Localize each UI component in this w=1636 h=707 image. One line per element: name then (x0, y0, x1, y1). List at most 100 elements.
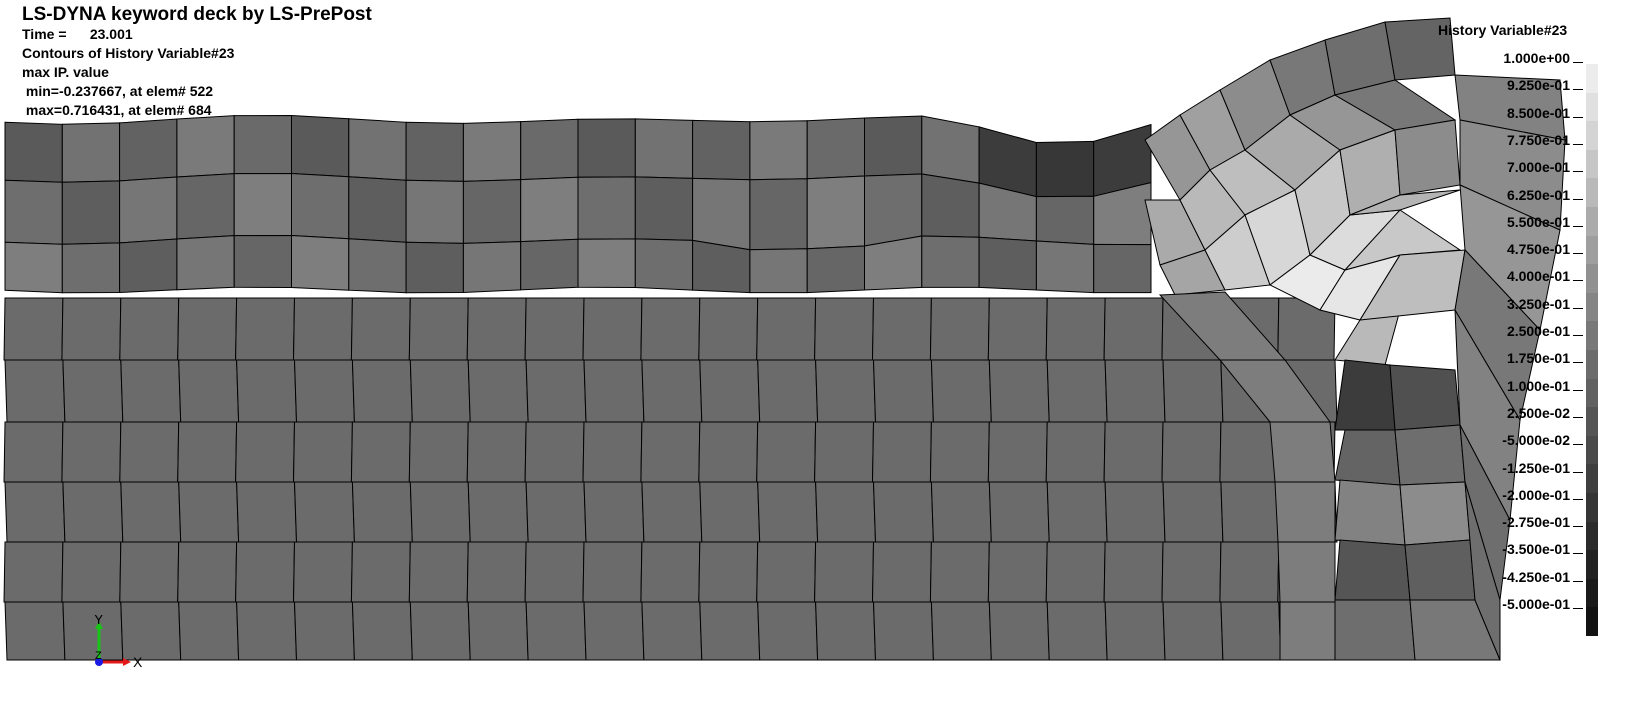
mesh-element (4, 121, 63, 183)
mesh-element (176, 115, 235, 178)
mesh-element (640, 297, 701, 361)
mesh-element (582, 541, 643, 603)
mesh-element (4, 481, 66, 543)
mesh-element (757, 601, 819, 661)
mesh-element (524, 297, 585, 361)
mesh-element (293, 481, 355, 543)
mesh-element (351, 481, 413, 543)
mesh-element (348, 176, 407, 243)
legend-color-band (1586, 350, 1598, 380)
mesh-element (119, 238, 178, 294)
legend-tick-label: 8.500e-01 (1443, 105, 1583, 121)
mesh-element (1035, 140, 1095, 198)
mesh-element (466, 297, 527, 361)
mesh-element (4, 601, 66, 661)
mesh-element (236, 481, 298, 543)
mesh-element (408, 541, 469, 603)
mesh-element (1161, 421, 1222, 483)
mesh-element (1046, 601, 1108, 661)
mesh-element (1046, 481, 1108, 543)
mesh-element (582, 421, 643, 483)
mesh-element (814, 421, 875, 483)
mesh-element (178, 359, 240, 423)
mesh-element (291, 114, 350, 178)
mesh-element (634, 176, 694, 241)
mesh-element (292, 421, 353, 483)
mesh-element (236, 359, 298, 423)
mesh-element (120, 359, 182, 423)
mesh-element (921, 173, 980, 238)
mesh-element (409, 481, 471, 543)
max-ip-label: max IP. value (22, 64, 109, 80)
mesh-element (4, 179, 63, 245)
mesh-element (641, 481, 703, 543)
mesh-element (921, 235, 980, 288)
x-axis-arrowhead (123, 658, 131, 666)
mesh-element (1334, 599, 1416, 661)
mesh-element (929, 297, 990, 361)
legend-color-band (1586, 292, 1598, 322)
mesh-element (61, 541, 122, 603)
legend-tick-label: 1.000e+00 (1443, 50, 1583, 66)
mesh-element (698, 297, 759, 361)
axis-triad[interactable]: Y X Z (85, 615, 155, 675)
mesh-element (929, 541, 990, 603)
legend-tick-label: -2.750e-01 (1443, 514, 1583, 530)
mesh-element (405, 179, 464, 244)
y-axis-label: Y (94, 615, 104, 627)
mesh-element (641, 359, 703, 423)
mesh-element (872, 481, 934, 543)
legend-tick-label: -5.000e-02 (1443, 432, 1583, 448)
mesh-element (640, 541, 701, 603)
mesh-element (351, 359, 413, 423)
mesh-element (405, 121, 464, 182)
mesh-element (699, 359, 761, 423)
legend-tick-label: -1.250e-01 (1443, 460, 1583, 476)
mesh-element (520, 238, 579, 291)
mesh-element (350, 297, 411, 361)
mesh-element (814, 297, 875, 361)
mesh-element (1093, 243, 1152, 294)
mesh-element (3, 297, 64, 361)
mesh-element (988, 601, 1050, 661)
model-title: LS-DYNA keyword deck by LS-PrePost (22, 4, 372, 25)
mesh-element (756, 421, 817, 483)
mesh-element (1103, 297, 1164, 361)
mesh-element (1161, 541, 1222, 603)
mesh-element (1103, 541, 1164, 603)
mesh-element (930, 481, 992, 543)
mesh-element (930, 601, 992, 661)
mesh-element (176, 173, 235, 240)
legend-color-band (1586, 121, 1598, 151)
mesh-element (692, 177, 751, 251)
legend-tick-label: 4.000e-01 (1443, 268, 1583, 284)
mesh-element (929, 421, 990, 483)
mesh-element (233, 114, 292, 175)
mesh-element (1220, 601, 1282, 661)
mesh-element (525, 359, 587, 423)
legend-color-band (1586, 578, 1598, 608)
mesh-element (409, 601, 471, 661)
mesh-element (178, 601, 240, 661)
mesh-element (293, 601, 355, 661)
mesh-element (1334, 539, 1411, 601)
legend-color-band (1586, 235, 1598, 265)
mesh-element (4, 241, 63, 294)
mesh-element (872, 601, 934, 661)
mesh-element (61, 297, 122, 361)
mesh-element (582, 297, 643, 361)
mesh-element (524, 421, 585, 483)
mesh-element (815, 601, 877, 661)
mesh-element (235, 541, 296, 603)
mesh-element (466, 541, 527, 603)
mesh-element (291, 172, 350, 240)
z-axis-dot (95, 658, 103, 666)
mesh-element (462, 121, 522, 182)
mesh-element (408, 297, 469, 361)
legend-color-band (1586, 550, 1598, 580)
legend-title: History Variable#23 (1438, 22, 1568, 38)
mesh-element (749, 178, 808, 251)
legend-color-bar (1586, 64, 1598, 637)
